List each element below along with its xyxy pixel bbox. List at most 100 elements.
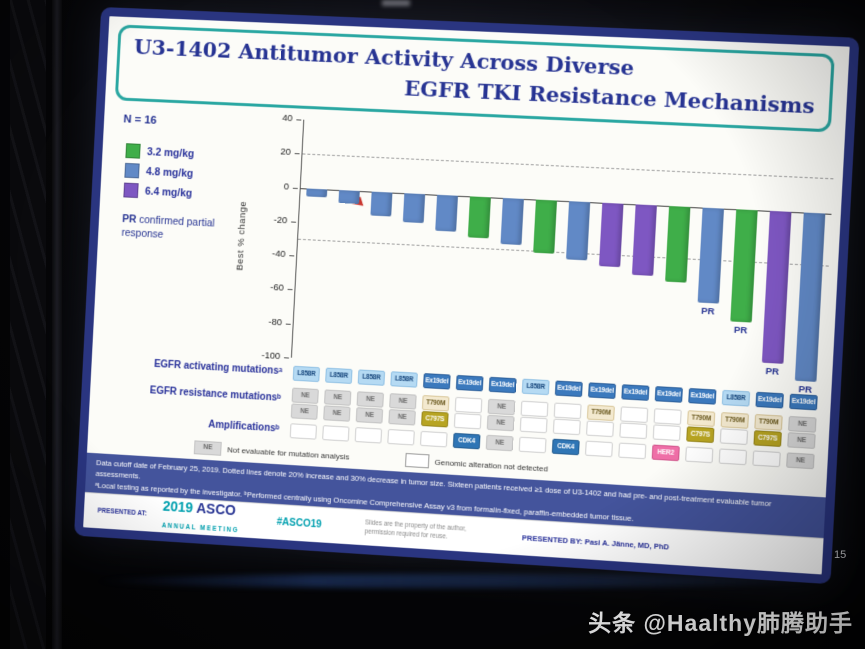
y-tick-label: -80 <box>268 316 283 329</box>
empty-chip <box>618 442 647 460</box>
patient-bar <box>598 202 624 268</box>
mutation-chip: Ex19del <box>789 393 818 411</box>
dose-label: 6.4 mg/kg <box>144 185 193 200</box>
mutation-chip: Ex19del <box>554 380 583 398</box>
patient-bar <box>665 205 691 283</box>
mutation-chip: NE <box>290 403 319 420</box>
mutation-chip: T790M <box>687 410 716 427</box>
dose-legend: 3.2 mg/kg 4.8 mg/kg 6.4 mg/kg <box>123 143 194 205</box>
y-tick-mark <box>294 153 300 155</box>
patient-bar <box>370 191 393 217</box>
empty-chip <box>419 430 448 448</box>
slide-title-box: U3-1402 Antitumor Activity Across Divers… <box>114 24 835 133</box>
meeting-sub: ANNUAL MEETING <box>161 521 240 534</box>
mutation-chip: T790M <box>754 414 783 431</box>
mutation-chip: T790M <box>720 412 749 429</box>
y-tick-mark <box>285 323 291 325</box>
mutation-chip: L858R <box>325 367 353 384</box>
ceiling-light-reflection <box>382 0 410 6</box>
empty-chip <box>520 400 549 418</box>
y-tick-mark <box>287 289 293 291</box>
patient-bar <box>631 203 657 276</box>
patient-bar <box>338 189 360 205</box>
patient-bar <box>467 195 491 239</box>
mutation-chip: NE <box>355 407 384 424</box>
pr-label: PR <box>765 366 780 379</box>
truss-pole <box>52 0 62 649</box>
pr-label: PR <box>700 305 715 318</box>
asco-logo-top: 2019 ASCO <box>162 497 236 517</box>
presented-at-label: PRESENTED AT: <box>97 507 147 518</box>
empty-chip <box>552 418 581 436</box>
y-tick-label: 0 <box>283 180 290 193</box>
mutation-chip: T790M <box>421 395 450 412</box>
patient-bar <box>533 199 558 254</box>
mutation-chip: NE <box>323 405 351 422</box>
white-box-sample <box>404 452 430 469</box>
mutation-chip: NE <box>388 409 416 426</box>
dose-label: 4.8 mg/kg <box>145 165 194 180</box>
mutation-chip: NE <box>485 434 514 452</box>
patient-bar <box>435 194 459 232</box>
dose-legend-item: 3.2 mg/kg <box>125 143 194 161</box>
patient-bar <box>566 200 591 261</box>
empty-chip <box>518 436 547 454</box>
mutation-chip: Ex19del <box>423 373 451 390</box>
mutation-chip: NE <box>487 398 516 416</box>
slide-page-number: 15 <box>834 549 847 561</box>
patient-bar <box>500 197 524 245</box>
mutation-chip: L858R <box>357 369 386 386</box>
y-tick-label: -20 <box>273 214 288 227</box>
ne-key-label: Not evaluable for mutation analysis <box>227 444 350 462</box>
dose-swatch <box>124 162 140 179</box>
dose-legend-item: 6.4 mg/kg <box>123 182 193 201</box>
y-tick-label: -100 <box>261 350 281 363</box>
mutation-chip: HER2 <box>651 444 680 462</box>
presented-by: PRESENTED BY: Pasi A. Jänne, MD, PhD <box>521 533 670 552</box>
not-detected-key-label: Genomic alteration not detected <box>434 457 549 474</box>
y-tick-mark <box>284 357 289 359</box>
patient-bar <box>306 188 328 198</box>
mutation-chip: L858R <box>390 371 418 388</box>
stage-truss <box>10 0 46 649</box>
mutation-chip: Ex19del <box>588 382 617 399</box>
empty-chip <box>586 420 615 438</box>
meeting-hashtag: #ASCO19 <box>276 516 322 531</box>
pr-abbr: PR <box>121 213 137 226</box>
mutation-chip: L858R <box>521 378 550 396</box>
row-label-activating: EGFR activating mutationsᵃ <box>153 358 283 378</box>
photo-watermark: 头条 @Haalthy肺腾助手 <box>588 610 853 636</box>
empty-chip <box>322 425 350 442</box>
pr-label: PR <box>733 324 748 337</box>
empty-chip <box>653 408 682 425</box>
empty-chip <box>387 428 415 446</box>
dose-swatch <box>123 182 139 199</box>
row-label-amplifications: Amplificationsᵇ <box>207 419 280 435</box>
mutation-chip: CDK4 <box>551 438 580 456</box>
property-note: Slides are the property of the author, p… <box>364 519 467 541</box>
empty-chip <box>584 440 613 458</box>
mutation-chip: C797S <box>686 426 715 444</box>
meeting-year: 2019 <box>162 497 194 516</box>
y-tick-label: -40 <box>271 248 286 261</box>
empty-chip <box>453 412 482 430</box>
empty-chip <box>354 427 383 444</box>
mutation-chip: NE <box>356 391 384 408</box>
mutation-chip: T790M <box>586 404 615 422</box>
empty-chip <box>685 446 714 464</box>
key-not-detected: Genomic alteration not detected <box>404 452 549 476</box>
waterfall-plot: PR PR PR PR <box>290 119 836 396</box>
mutation-chip: Ex19del <box>654 386 683 403</box>
mutation-chip: L858R <box>721 389 751 407</box>
y-tick-label: 20 <box>280 146 292 159</box>
mutation-chip: NE <box>291 387 319 404</box>
mutation-chip: NE <box>323 389 352 406</box>
dose-swatch <box>125 143 141 159</box>
empty-chip <box>719 428 749 446</box>
mutation-chip: C797S <box>753 430 782 447</box>
mutation-chip: NE <box>486 414 515 432</box>
empty-chip <box>620 406 649 424</box>
projected-slide: U3-1402 Antitumor Activity Across Divers… <box>74 7 860 585</box>
mutation-chip: NE <box>786 452 815 470</box>
